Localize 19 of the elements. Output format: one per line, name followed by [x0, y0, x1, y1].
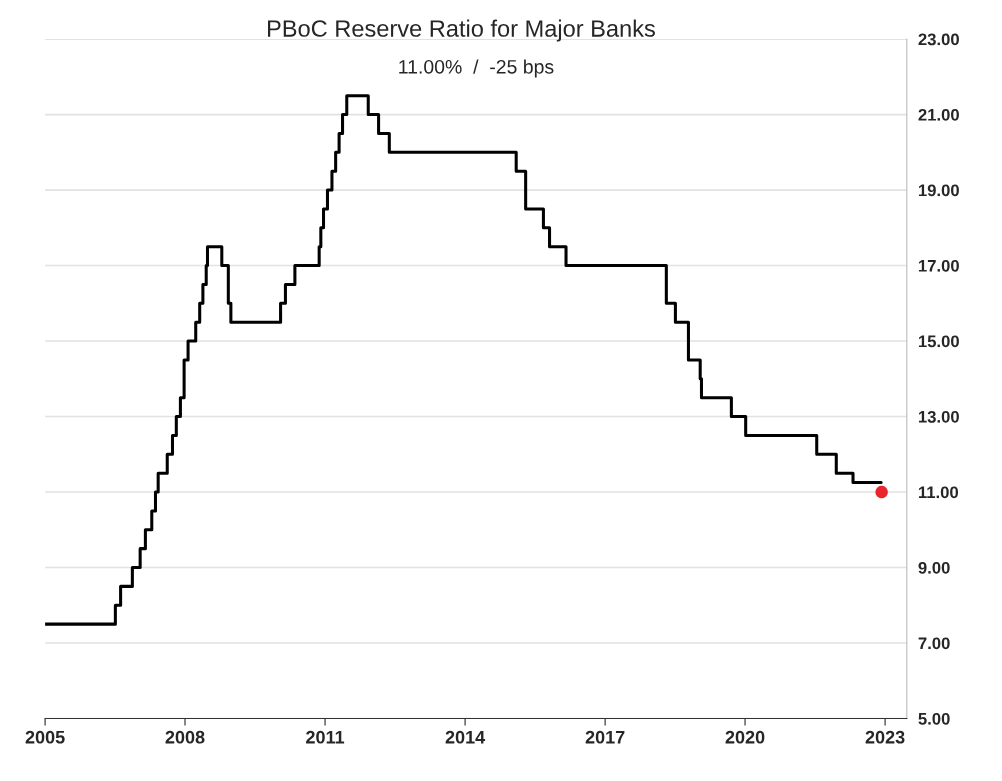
y-tick-label: 17.00 — [918, 259, 959, 272]
y-tick-label: 9.00 — [918, 561, 950, 574]
y-tick-label: 11.00 — [918, 486, 959, 499]
chart-title: PBoC Reserve Ratio for Major Banks — [268, 19, 655, 42]
x-tick-label: 2014 — [445, 730, 486, 744]
y-tick-label: 13.00 — [918, 410, 959, 423]
y-tick-label: 7.00 — [918, 637, 950, 650]
text: 11.00% / -25 bps — [399, 59, 554, 78]
y-tick-label: 19.00 — [918, 184, 959, 197]
x-tick-label: 2017 — [585, 730, 625, 744]
y-tick-label: 23.00 — [918, 33, 959, 46]
x-tick-label: 2020 — [725, 730, 765, 744]
x-tick-label: 2011 — [306, 730, 345, 744]
y-tick-label: 21.00 — [918, 108, 959, 121]
y-tick-label: 15.00 — [918, 335, 959, 348]
x-tick-label: 2005 — [25, 730, 65, 744]
x-tick-label: 2023 — [865, 730, 905, 744]
x-tick-label: 2008 — [165, 730, 205, 744]
y-tick-label: 5.00 — [918, 712, 950, 725]
